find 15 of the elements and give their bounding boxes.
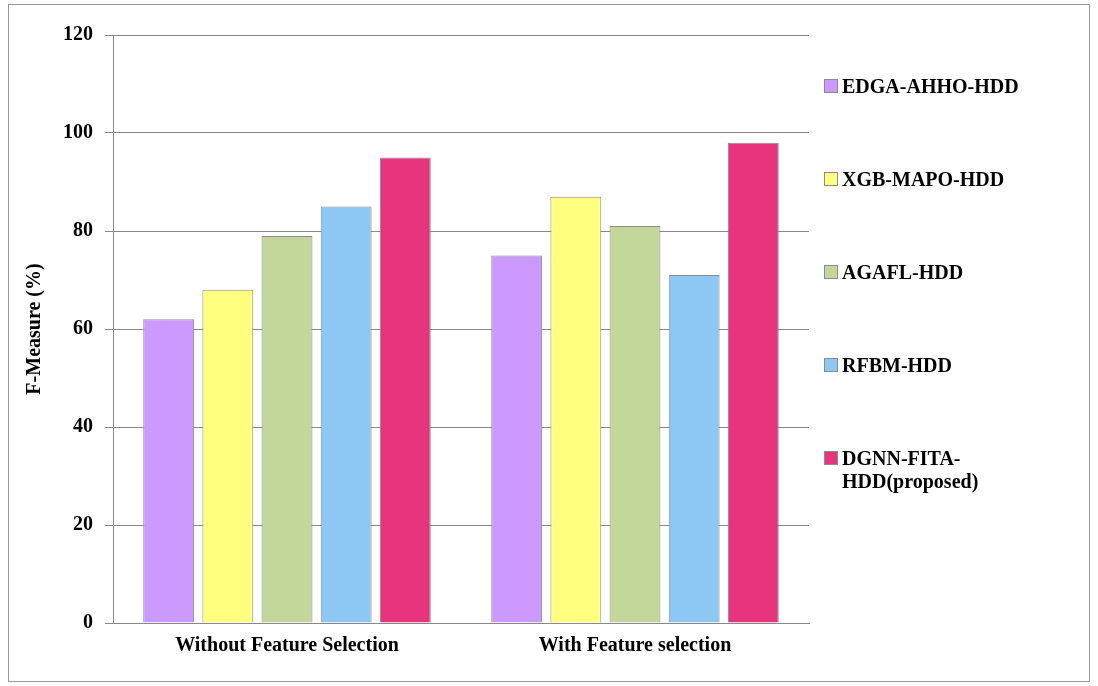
y-tick-label: 100 [63,120,93,143]
y-tick-label: 120 [63,22,93,45]
y-axis-title: F-Measure (%) [22,263,46,395]
legend-label: RFBM-HDD [842,354,952,377]
y-tick-label: 60 [73,316,93,339]
y-tick-label: 80 [73,218,93,241]
x-tick-label: With Feature selection [538,633,732,656]
x-tick-label: Without Feature Selection [175,633,399,656]
y-tick-label: 20 [73,512,93,535]
y-tick-label: 0 [83,610,93,633]
legend-label: EDGA-AHHO-HDD [842,75,1019,98]
y-tick-label: 40 [73,414,93,437]
legend-label: AGAFL-HDD [842,261,964,284]
legend-label: XGB-MAPO-HDD [842,168,1005,191]
legend-label: DGNN-FITA-HDD(proposed) [842,447,980,493]
